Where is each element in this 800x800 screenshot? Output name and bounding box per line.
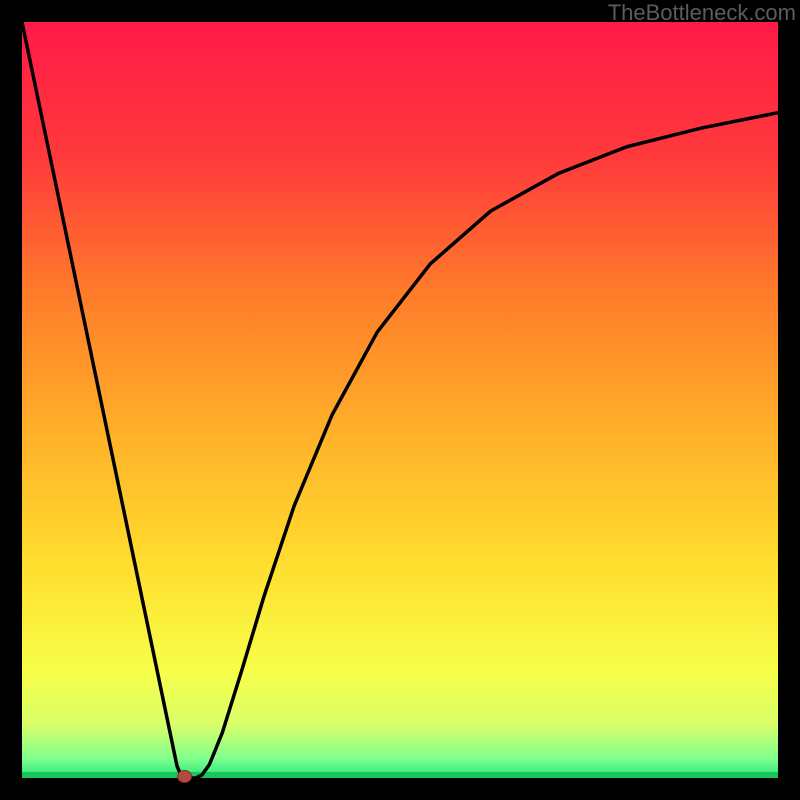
bottleneck-chart bbox=[0, 0, 800, 800]
marker-dot bbox=[178, 770, 192, 782]
chart-bottom-strip bbox=[22, 772, 778, 778]
watermark-text: TheBottleneck.com bbox=[608, 0, 796, 26]
chart-stage: TheBottleneck.com bbox=[0, 0, 800, 800]
chart-background bbox=[22, 22, 778, 778]
